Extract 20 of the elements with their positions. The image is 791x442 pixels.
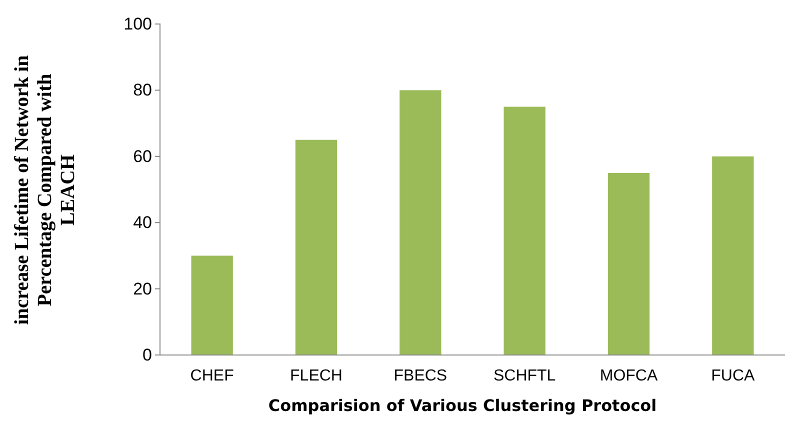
x-tick-label: FBECS	[394, 367, 448, 384]
x-tick-label: FUCA	[711, 367, 756, 384]
y-axis-title: increase Lifetime of Network in Percentage Compared with LEACH	[11, 55, 79, 325]
bar	[191, 256, 233, 355]
y-tick-label: 20	[133, 279, 152, 298]
bar	[504, 106, 546, 355]
y-tick-label: 80	[133, 80, 152, 100]
bar	[295, 140, 338, 355]
x-tick-label: CHEF	[190, 367, 234, 384]
bar	[712, 156, 754, 355]
x-axis-title: Comparision of Various Clustering Protocol	[268, 396, 657, 415]
y-tick-label: 0	[142, 345, 152, 364]
x-tick-label: SCHFTL	[493, 367, 556, 384]
y-tick-label: 100	[124, 14, 152, 34]
x-tick-label: FLECH	[290, 367, 342, 384]
y-tick-label: 40	[133, 213, 152, 232]
y-tick-label: 60	[133, 146, 152, 166]
bar	[400, 90, 442, 355]
bar	[608, 172, 650, 355]
x-tick-label: MOFCA	[600, 367, 658, 384]
